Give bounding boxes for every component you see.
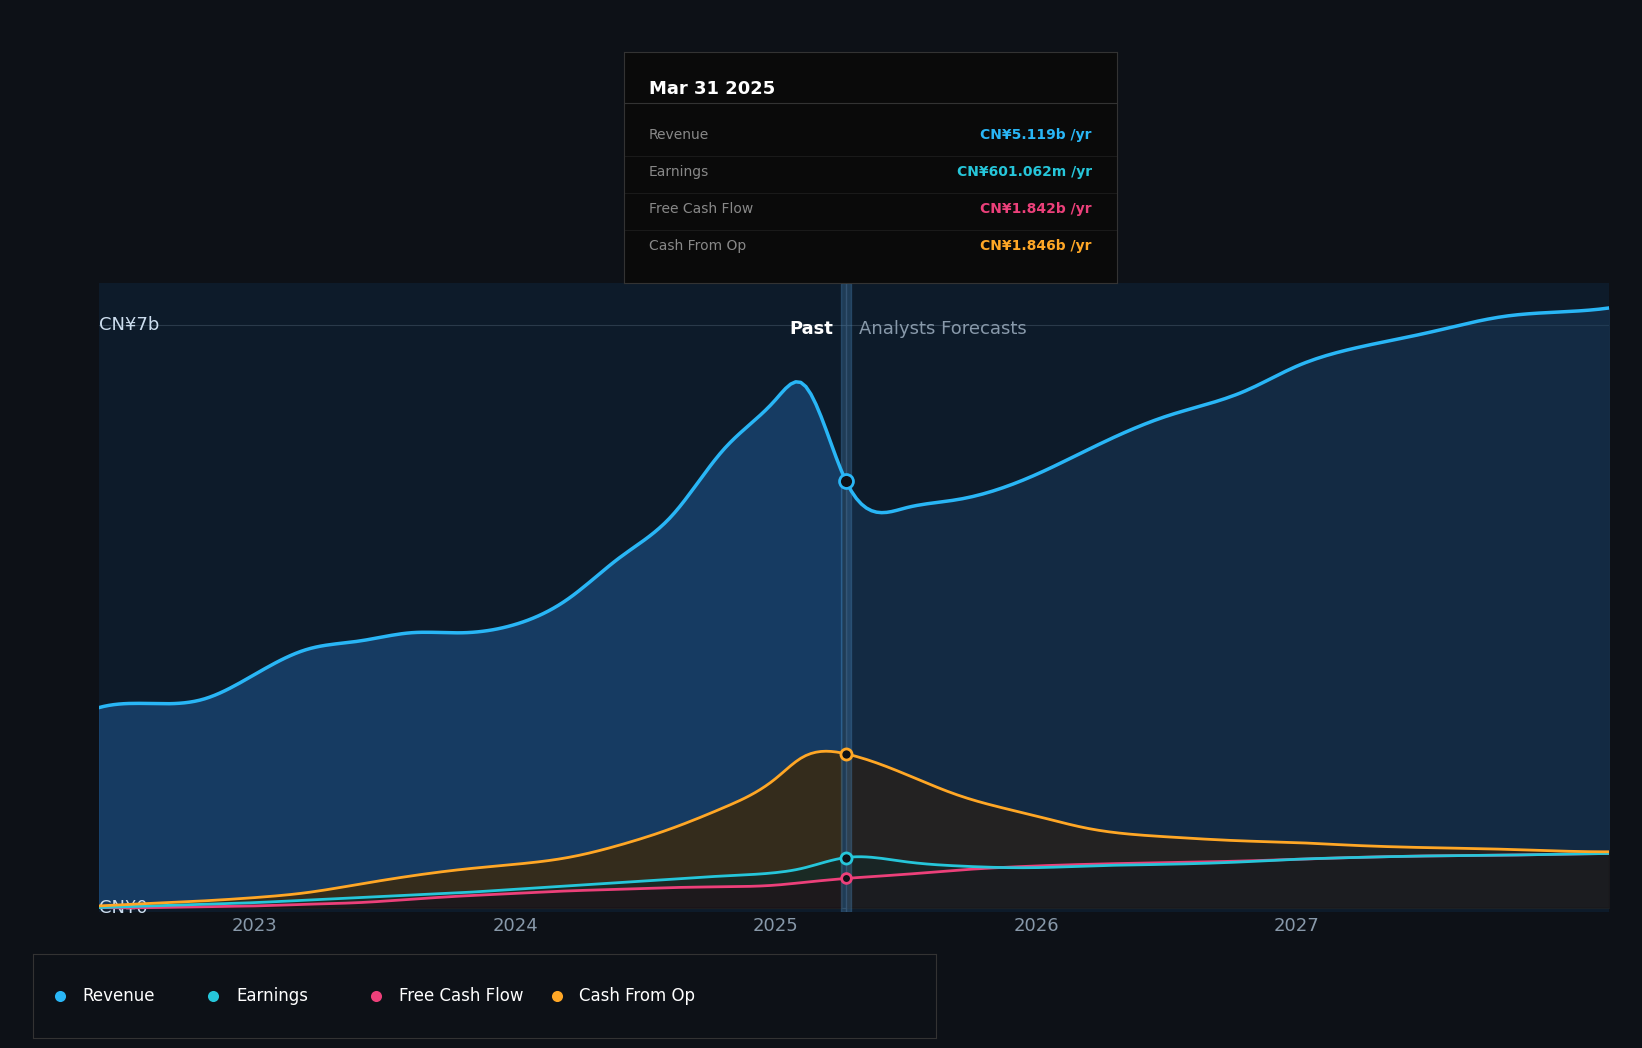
Text: CN¥1.846b /yr: CN¥1.846b /yr bbox=[980, 239, 1092, 253]
Text: Free Cash Flow: Free Cash Flow bbox=[399, 986, 524, 1005]
Text: CN¥1.842b /yr: CN¥1.842b /yr bbox=[980, 202, 1092, 216]
Text: Past: Past bbox=[790, 321, 832, 339]
Text: Mar 31 2025: Mar 31 2025 bbox=[649, 80, 775, 99]
Text: Cash From Op: Cash From Op bbox=[580, 986, 695, 1005]
Text: CN¥5.119b /yr: CN¥5.119b /yr bbox=[980, 129, 1092, 143]
Text: Analysts Forecasts: Analysts Forecasts bbox=[859, 321, 1026, 339]
Text: Free Cash Flow: Free Cash Flow bbox=[649, 202, 752, 216]
Text: CN¥7b: CN¥7b bbox=[99, 315, 159, 333]
Bar bbox=[841, 283, 851, 912]
Text: Earnings: Earnings bbox=[649, 166, 709, 179]
Text: Cash From Op: Cash From Op bbox=[649, 239, 745, 253]
Text: Revenue: Revenue bbox=[82, 986, 154, 1005]
Text: CN¥0: CN¥0 bbox=[99, 898, 148, 917]
Text: Earnings: Earnings bbox=[236, 986, 309, 1005]
Text: CN¥601.062m /yr: CN¥601.062m /yr bbox=[957, 166, 1092, 179]
Text: Revenue: Revenue bbox=[649, 129, 709, 143]
